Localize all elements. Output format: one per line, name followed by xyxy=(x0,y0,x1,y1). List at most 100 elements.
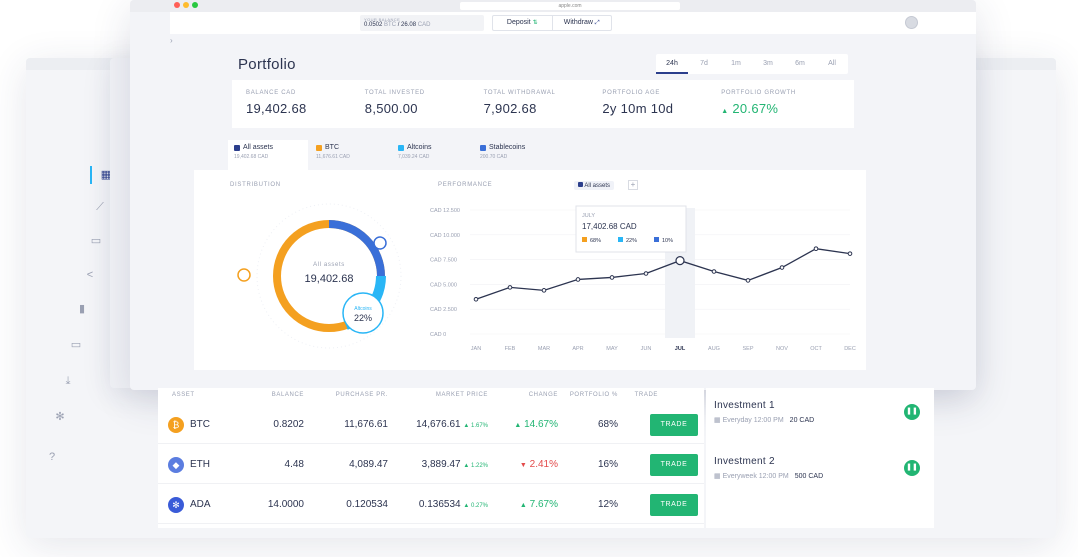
altcoins-swatch xyxy=(398,144,404,151)
tooltip-stable-swatch xyxy=(654,237,659,242)
series-point[interactable] xyxy=(745,278,751,283)
minimize-dot[interactable] xyxy=(183,2,189,8)
help-icon[interactable]: ? xyxy=(48,451,56,463)
investment-item[interactable]: Investment 1 ▦ Everyday 12:00 PM 20 CAD ❚… xyxy=(714,400,924,424)
book-icon[interactable]: ▮ xyxy=(78,303,86,315)
tab-3m[interactable]: 3m xyxy=(763,60,773,67)
url-bar[interactable]: apple.com xyxy=(460,2,680,10)
tab-1m[interactable]: 1m xyxy=(731,60,741,67)
tab-altcoins[interactable]: Altcoins 7,039.24 CAD xyxy=(398,144,432,160)
dashboard-icon[interactable]: ▦ xyxy=(100,169,112,181)
tab-6m[interactable]: 6m xyxy=(795,60,805,67)
x-tick-label: JUL xyxy=(675,346,686,352)
range-tabs: 24h 7d 1m 3m 6m All xyxy=(656,54,848,74)
btc-swatch xyxy=(316,144,322,151)
table-row: ₿ BTC 0.8202 11,676.61 14,676.61 ▲ 1.67% … xyxy=(158,406,704,444)
trend-icon[interactable]: ⟋ xyxy=(96,201,104,213)
y-tick-label: CAD 10.000 xyxy=(430,233,460,239)
bitcoin-icon: ₿ xyxy=(168,416,184,433)
table-row: ✻ ADA 14.0000 0.120534 0.136534 ▲ 0.27% ▲… xyxy=(158,486,704,524)
series-point[interactable] xyxy=(507,285,513,290)
front-window: apple.com Your balance 0.0502 BTC / 26.0… xyxy=(130,0,976,390)
grid-lines xyxy=(470,209,850,335)
stat-age: Portfolio age 2y 10m 10d xyxy=(602,90,674,116)
arrow-up-icon: ▲ xyxy=(519,502,527,509)
altcoins-badge-value: 22% xyxy=(354,313,372,323)
x-tick-label: OCT xyxy=(810,346,822,352)
tab-btc[interactable]: BTC 11,676.61 CAD xyxy=(316,144,350,160)
series-point[interactable] xyxy=(575,277,581,282)
header-purchase: PURCHASE PR. xyxy=(335,392,388,398)
x-axis: JAN FEB MAR APR MAY JUN JUL AUG SEP NOV OCT DEC xyxy=(471,346,856,352)
series-point[interactable] xyxy=(711,269,717,274)
series-point[interactable] xyxy=(779,265,785,270)
monitor-icon[interactable]: ▭ xyxy=(70,339,82,351)
stable-marker xyxy=(373,236,387,250)
series-point[interactable] xyxy=(847,251,853,256)
y-tick-label: CAD 7.500 xyxy=(430,258,457,264)
tooltip-btc-pct: 68% xyxy=(590,238,601,244)
arrow-up-icon: ▲ xyxy=(514,422,522,429)
donut-center-value: 19,402.68 xyxy=(305,273,354,285)
tab-all-assets[interactable]: All assets 19,402.68 CAD xyxy=(228,140,308,170)
deposit-withdraw-group: Deposit ⇅ Withdraw ⤢ xyxy=(492,15,612,31)
x-tick-label: FEB xyxy=(505,346,516,352)
ethereum-icon: ◆ xyxy=(168,456,184,473)
series-line xyxy=(475,248,851,300)
performance-filter-chip[interactable]: All assets xyxy=(574,181,615,190)
window-controls xyxy=(174,2,198,8)
stablecoins-swatch xyxy=(480,144,486,151)
avatar[interactable] xyxy=(905,16,918,29)
stats-bar: Balance CAD 19,402.68 Total invested 8,5… xyxy=(232,80,854,128)
withdraw-button[interactable]: Withdraw ⤢ xyxy=(551,16,612,30)
tab-7d[interactable]: 7d xyxy=(700,60,708,67)
y-tick-label: CAD 12.500 xyxy=(430,208,460,214)
x-tick-label: AUG xyxy=(708,346,720,352)
close-dot[interactable] xyxy=(174,2,180,8)
chart-tooltip: JULY 17,402.68 CAD 68% 22% 10% xyxy=(575,205,687,253)
trade-button[interactable]: TRADE xyxy=(650,454,698,476)
assets-table: ASSET BALANCE PURCHASE PR. MARKET PRICE … xyxy=(158,388,704,528)
donut-center-label: All assets xyxy=(313,262,345,268)
series-point[interactable] xyxy=(541,288,547,293)
series-point[interactable] xyxy=(643,271,649,276)
pause-button[interactable]: ❚❚ xyxy=(904,404,920,420)
add-series-button[interactable]: + xyxy=(628,180,638,190)
highlighted-point[interactable] xyxy=(675,255,685,266)
tab-24h[interactable]: 24h xyxy=(656,54,688,74)
series-points xyxy=(473,246,853,302)
pause-button[interactable]: ❚❚ xyxy=(904,460,920,476)
x-tick-label: JUN xyxy=(641,346,652,352)
btc-marker xyxy=(237,268,251,282)
donut-outer-ring xyxy=(256,203,402,349)
trade-button[interactable]: TRADE xyxy=(650,414,698,436)
y-tick-label: CAD 5.000 xyxy=(430,282,457,288)
tooltip-btc-swatch xyxy=(582,237,587,242)
tooltip-alt-pct: 22% xyxy=(626,238,637,244)
trade-button[interactable]: TRADE xyxy=(650,494,698,516)
collapse-chevron-icon[interactable]: › xyxy=(170,36,173,45)
deposit-button[interactable]: Deposit ⇅ xyxy=(506,19,538,26)
stat-growth: Portfolio growth ▲ 20.67% xyxy=(721,90,796,116)
y-tick-label: CAD 2.500 xyxy=(430,307,457,313)
y-tick-label: CAD 0 xyxy=(430,332,446,338)
withdraw-icon: ⤢ xyxy=(594,20,600,26)
deposit-icon: ⇅ xyxy=(532,20,538,26)
share-icon[interactable]: < xyxy=(86,269,94,281)
tooltip-value: 17,402.68 CAD xyxy=(582,222,637,231)
maximize-dot[interactable] xyxy=(192,2,198,8)
x-tick-label: JAN xyxy=(471,346,481,352)
series-point[interactable] xyxy=(473,296,479,302)
investments-panel: Investment 1 ▦ Everyday 12:00 PM 20 CAD ❚… xyxy=(706,388,934,528)
x-tick-label: DEC xyxy=(844,346,856,352)
investment-item[interactable]: Investment 2 ▦ Everyweek 12:00 PM 500 CAD… xyxy=(714,456,924,480)
donut-stable-arc xyxy=(328,220,385,277)
download-icon[interactable]: ⤓ xyxy=(65,375,71,387)
tab-all[interactable]: All xyxy=(828,60,836,67)
wallet-icon[interactable]: ▭ xyxy=(90,235,102,247)
series-point[interactable] xyxy=(813,246,819,251)
tab-stablecoins[interactable]: Stablecoins 200.70 CAD xyxy=(480,144,526,160)
balance-label: Your balance xyxy=(364,17,401,22)
series-point[interactable] xyxy=(609,275,615,280)
gear-icon[interactable]: ✻ xyxy=(55,411,65,423)
